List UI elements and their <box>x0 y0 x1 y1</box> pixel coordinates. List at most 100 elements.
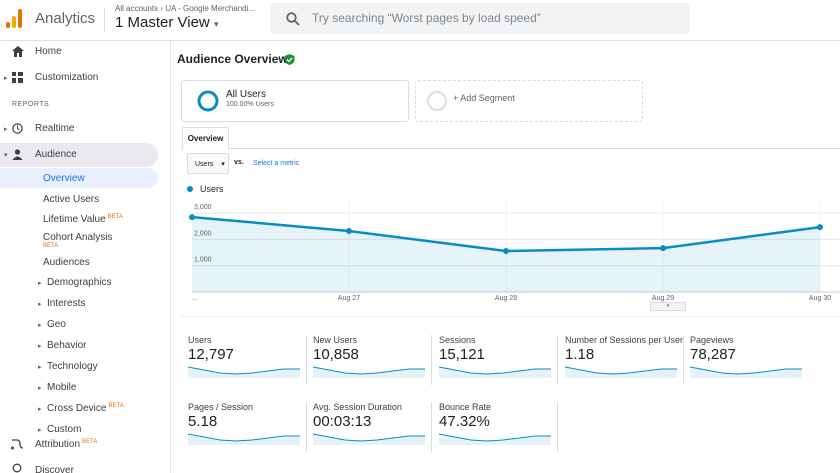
label: Behavior <box>47 340 87 351</box>
metric-value: 1.18 <box>565 346 595 363</box>
y-tick-label: 1,000 <box>194 257 212 264</box>
nav-subitem[interactable]: Audiences <box>43 257 90 268</box>
tab[interactable]: Overview <box>182 127 229 150</box>
expand-arrow: ▸ <box>38 427 42 434</box>
segment-ring <box>427 91 447 111</box>
expand-arrow: ▸ <box>38 364 42 371</box>
point <box>189 214 195 221</box>
select-metric[interactable]: Select a metric <box>253 160 300 167</box>
badge: BETA <box>107 214 123 220</box>
expand-arrow: ▸ <box>38 280 42 287</box>
nav-subitem[interactable]: Geo <box>47 319 66 330</box>
metric-value: 15,121 <box>439 346 485 363</box>
search-icon <box>286 12 300 26</box>
area <box>192 217 820 292</box>
badge: BETA <box>108 403 124 409</box>
nav-item[interactable]: Realtime <box>35 123 75 134</box>
nav-subitem[interactable]: Technology <box>47 361 98 372</box>
divider <box>180 316 840 317</box>
point <box>660 245 666 252</box>
y-tick-label: 2,000 <box>194 230 212 237</box>
point <box>817 224 823 231</box>
x-tick-label: Aug 30 <box>809 295 831 302</box>
expand-arrow: ▸ <box>38 301 42 308</box>
label: Demographics <box>47 277 112 288</box>
nav-subitem[interactable]: Cross Device BETA <box>47 403 124 414</box>
vs-label: vs. <box>234 159 244 166</box>
nav-item[interactable]: Discover <box>35 465 74 473</box>
metric-divider <box>306 402 307 452</box>
nav-subitem[interactable]: Behavior <box>47 340 86 351</box>
resize-handle[interactable]: ▾ <box>650 302 686 311</box>
breadcrumb[interactable]: All accounts › UA - Google Merchandi... <box>115 4 256 13</box>
metric-value: 5.18 <box>188 413 218 430</box>
sparkline <box>313 366 425 378</box>
segment-ring <box>197 90 219 112</box>
tab-line <box>180 148 840 149</box>
badge: BETA <box>82 439 98 445</box>
realtime-icon <box>12 123 23 134</box>
metric-label: Number of Sessions per User <box>565 335 684 345</box>
metric-divider <box>557 402 558 452</box>
sidebar <box>0 41 171 473</box>
add-segment-label: + Add Segment <box>453 93 515 103</box>
selected-item <box>0 168 158 188</box>
add-segment[interactable]: + Add Segment <box>415 80 643 122</box>
metric-divider <box>431 402 432 452</box>
label: Custom <box>47 424 82 435</box>
nav-subitem[interactable]: Lifetime Value BETA <box>43 214 123 225</box>
nav-item[interactable]: Customization <box>35 72 99 83</box>
nav-item[interactable]: Audience <box>35 149 77 160</box>
label: Interests <box>47 298 86 309</box>
crumb: All accounts <box>115 4 159 13</box>
metric-value: 47.32% <box>439 413 490 430</box>
metric-label: Users <box>188 335 212 345</box>
customization-icon <box>12 72 23 83</box>
x-tick-label: ... <box>192 295 198 302</box>
nav-subitem[interactable]: Mobile <box>47 382 76 393</box>
nav-subitem[interactable]: Overview <box>43 173 85 184</box>
metric-value: 12,797 <box>188 346 234 363</box>
expand-arrow: ▸ <box>38 406 42 413</box>
search-box[interactable]: Try searching “Worst pages by load speed… <box>270 3 690 34</box>
label: Audiences <box>43 257 90 268</box>
metric-label: New Users <box>313 335 358 345</box>
nav-subitem[interactable]: Demographics <box>47 277 111 288</box>
point <box>346 228 352 235</box>
metric-label: Avg. Session Duration <box>313 402 402 412</box>
badge: BETA <box>43 243 59 249</box>
metric-divider <box>557 335 558 385</box>
metric-divider <box>431 335 432 385</box>
segment-card[interactable]: All Users 100.00% Users <box>181 80 409 122</box>
sparkline <box>565 366 677 378</box>
x-tick-label: Aug 29 <box>652 295 674 302</box>
sparkline <box>313 433 425 445</box>
nav-item[interactable]: Attribution BETA <box>35 439 97 450</box>
search-placeholder: Try searching “Worst pages by load speed… <box>312 11 541 25</box>
header <box>0 0 840 41</box>
section-label: REPORTS <box>12 101 50 108</box>
nav-subitem[interactable]: Custom <box>47 424 81 435</box>
y-tick-label: 3,000 <box>194 204 212 211</box>
logo <box>6 9 22 28</box>
nav-item[interactable]: Home <box>35 46 62 57</box>
metric-dropdown[interactable]: Users ▾ <box>187 153 229 174</box>
active-section <box>0 143 158 167</box>
line-chart: 1,000 2,000 3,000... Aug 27 Aug 28 Aug 29 Aug … <box>189 200 840 302</box>
label: Cohort Analysis <box>43 232 113 243</box>
metric-value: 00:03:13 <box>313 413 372 430</box>
nav-subitem[interactable]: Interests <box>47 298 85 309</box>
metric-label: Bounce Rate <box>439 402 492 412</box>
audience-icon <box>12 149 23 160</box>
app-name: Analytics <box>35 10 96 27</box>
label: Lifetime Value <box>43 214 106 225</box>
legend-label: Users <box>200 184 224 194</box>
view-selector[interactable]: 1 Master View ▾ <box>115 14 219 31</box>
nav-subitem[interactable]: Active Users <box>43 194 99 205</box>
metric-label: Pageviews <box>690 335 734 345</box>
segment-name: All Users <box>226 89 267 100</box>
nav-subitem[interactable]: Cohort Analysis BETA <box>43 232 112 254</box>
sparkline <box>690 366 802 378</box>
metric-value: 10,858 <box>313 346 359 363</box>
metric-value: 78,287 <box>690 346 736 363</box>
